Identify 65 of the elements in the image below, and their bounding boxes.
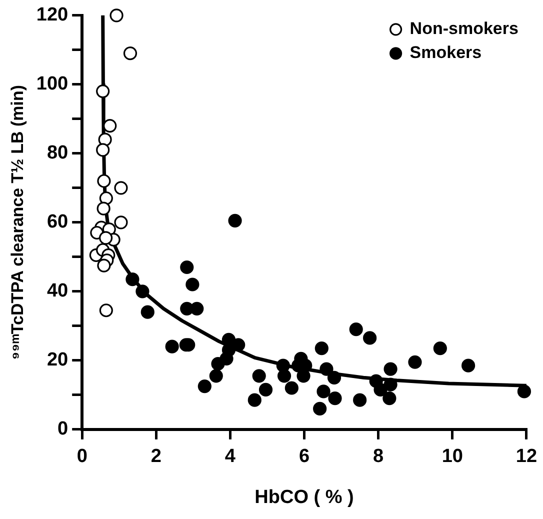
point [165,340,179,354]
point [277,369,292,383]
point [99,231,113,245]
point [316,384,330,398]
y-tick-label: 120 [36,4,68,26]
point [408,355,422,369]
x-tick-label: 10 [442,446,463,468]
y-tick-label: 20 [46,350,68,371]
point [103,119,117,133]
x-tick-label: 8 [373,446,384,468]
x-tick-label: 12 [516,446,538,468]
y-tick-label: 60 [46,212,68,233]
x-tick-label: 2 [150,446,162,468]
point [97,174,111,188]
point [374,382,388,397]
x-tick-label: 4 [224,446,236,468]
point [96,84,110,98]
point [384,378,398,392]
point [382,392,396,406]
point [110,8,124,22]
point [186,278,200,292]
point [97,258,111,272]
point [209,369,223,383]
point [353,393,367,407]
point [136,284,150,298]
point [228,214,242,228]
point [314,342,328,356]
y-axis-title: ⁹⁹ᵐTcDTPA clearance T½ LB (min) [8,84,27,360]
point [198,379,212,394]
point [313,402,327,416]
x-tick-label: 6 [298,446,310,468]
point [433,342,447,356]
legend-label: Smokers [410,43,482,62]
point [114,181,128,195]
point [96,202,110,216]
point [258,382,273,397]
point [232,338,246,352]
legend-label: Non-smokers [410,19,518,38]
point [248,393,262,407]
point [222,343,236,357]
point [99,304,113,318]
x-axis-title: HbCO ( % ) [254,486,354,508]
point [328,392,342,406]
point [252,369,266,383]
point [96,143,110,157]
point [284,381,298,395]
point [126,272,140,286]
point [327,370,342,384]
point [140,305,154,319]
point [517,384,532,398]
point [320,362,334,376]
point [123,46,138,60]
y-tick-label: 0 [58,418,68,440]
point [180,260,194,274]
point [190,302,204,316]
point [384,362,398,376]
x-tick-label: 0 [76,446,88,468]
y-tick-label: 100 [36,74,68,95]
point [462,358,476,372]
point [349,322,363,336]
point [363,331,377,345]
y-tick-label: 40 [46,280,68,302]
y-tick-label: 80 [46,142,68,164]
point [296,369,310,383]
point [114,216,128,230]
